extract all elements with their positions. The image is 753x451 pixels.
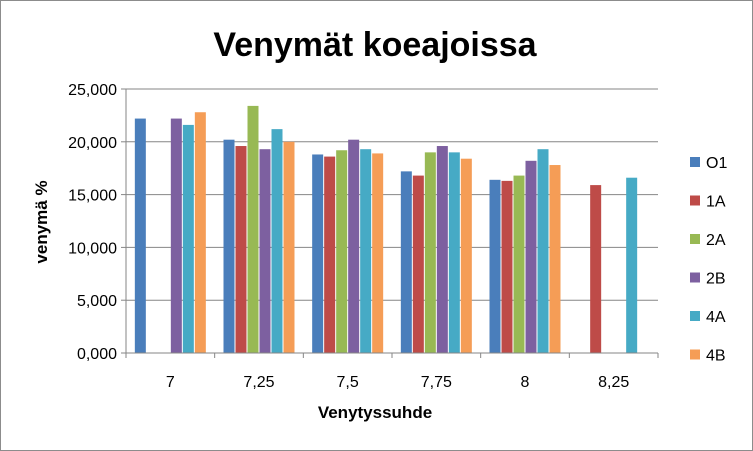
legend-swatch-2b: [690, 272, 700, 283]
x-tick-labels: 7 7,25 7,5 7,75 8 8,25: [166, 374, 629, 391]
bar-2b-8: [525, 160, 537, 353]
y-tick-label: 0,000: [77, 346, 117, 363]
x-tick-label: 7,5: [337, 374, 359, 391]
x-tick-label: 7,75: [421, 374, 452, 391]
bars: [134, 105, 638, 354]
bar-2b-7-25: [259, 149, 271, 353]
bar-1a-8: [501, 180, 513, 353]
bar-1a-7-25: [235, 146, 247, 353]
legend-label-2a: 2A: [706, 232, 726, 249]
bar-4b-7: [194, 112, 206, 354]
bar-4a-8: [537, 149, 549, 353]
legend-label-2b: 2B: [706, 271, 726, 288]
bar-4a-7: [182, 124, 194, 354]
bar-2a-7-25: [247, 105, 259, 354]
bar-4b-7-75: [460, 158, 472, 353]
y-tick-label: 20,000: [68, 135, 117, 152]
bar-4a-8-25: [626, 177, 638, 353]
chart-title: Venymät koeajoissa: [213, 26, 537, 64]
bar-2a-7-75: [424, 152, 436, 353]
legend-swatch-2a: [690, 234, 700, 244]
y-tick-labels: 0,000 5,000 10,000 15,000 20,000 25,000: [68, 82, 117, 363]
x-axis-title: Venytyssuhde: [318, 403, 432, 422]
legend-label-o1: O1: [706, 155, 727, 172]
bar-2a-7-5: [336, 150, 348, 353]
legend-swatch-4a: [690, 311, 700, 321]
axes: [125, 89, 658, 354]
legend-swatch-o1: [690, 157, 700, 167]
legend-label-1a: 1A: [706, 194, 726, 211]
x-tick-label: 7: [166, 374, 175, 391]
y-tick-label: 10,000: [68, 240, 117, 257]
legend-label-4b: 4B: [706, 348, 726, 365]
x-tick-label: 8,25: [598, 374, 629, 391]
bar-2a-8: [513, 175, 525, 353]
legend-swatch-1a: [690, 195, 700, 206]
bar-2b-7-75: [436, 146, 448, 353]
bar-o1-7-75: [400, 171, 412, 353]
bar-o1-7: [134, 118, 146, 354]
x-tick-label: 8: [521, 374, 530, 391]
bar-2b-7-5: [348, 139, 360, 353]
legend-swatch-4b: [690, 349, 700, 360]
y-tick-label: 5,000: [77, 293, 117, 310]
bar-4a-7-5: [360, 149, 372, 353]
y-axis-title: venymä %: [32, 180, 51, 263]
legend-label-4a: 4A: [706, 309, 726, 326]
bar-1a-7-5: [324, 156, 336, 353]
bar-o1-7-25: [223, 139, 235, 353]
x-tick-label: 7,25: [243, 374, 274, 391]
legend: O1 1A 2A 2B 4A 4B: [690, 155, 727, 365]
bar-4b-7-25: [283, 141, 295, 353]
y-tick-label: 15,000: [68, 188, 117, 205]
bar-4a-7-75: [448, 152, 460, 353]
gridlines: [121, 88, 659, 358]
y-tick-label: 25,000: [68, 82, 117, 99]
bar-4b-7-5: [372, 153, 384, 353]
bar-1a-8-25: [590, 185, 602, 353]
bar-4b-8: [549, 165, 561, 353]
bar-4a-7-25: [271, 129, 283, 353]
bar-o1-8: [489, 179, 501, 353]
bar-o1-7-5: [312, 154, 324, 353]
bar-1a-7-75: [412, 175, 424, 353]
bar-2b-7: [170, 118, 182, 354]
